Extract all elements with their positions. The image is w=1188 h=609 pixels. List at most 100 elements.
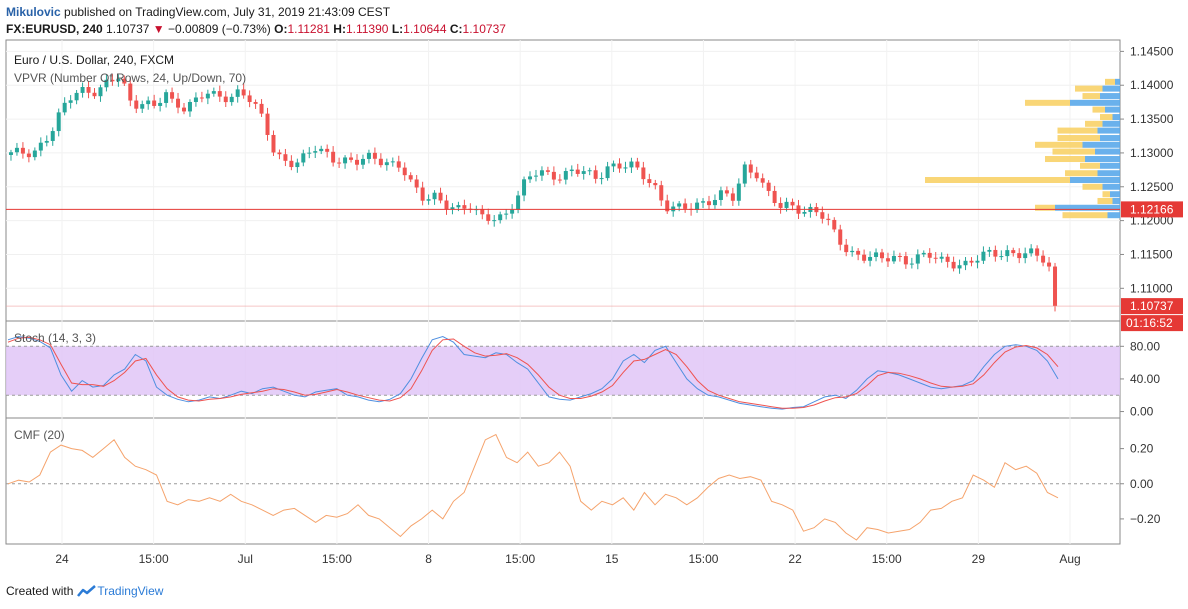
- candle-body: [695, 202, 700, 211]
- vpvr-down-bar: [1045, 156, 1085, 163]
- candle-body: [969, 260, 974, 263]
- candle-body: [211, 91, 216, 94]
- candle-body: [599, 178, 604, 180]
- candle-body: [778, 203, 783, 208]
- candle-body: [605, 166, 610, 179]
- publish-info: published on TradingView.com, July 31, 2…: [64, 5, 391, 19]
- candle-body: [629, 161, 634, 168]
- vpvr-down-bar: [1080, 162, 1100, 169]
- stoch-d-line: [7, 336, 1059, 409]
- candle-body: [557, 179, 562, 181]
- price-tick-label: 1.14500: [1130, 44, 1174, 58]
- candle-body: [683, 203, 688, 209]
- stoch-tick-label: 40.00: [1130, 372, 1160, 386]
- candle-body: [146, 100, 151, 105]
- candle-body: [50, 131, 55, 141]
- candle-body: [891, 255, 896, 262]
- time-tick-label: 15:00: [139, 552, 169, 566]
- candle-body: [880, 252, 885, 259]
- candle-body: [307, 152, 312, 154]
- candle-body: [539, 170, 544, 176]
- candle-body: [152, 100, 157, 106]
- candle-body: [378, 158, 383, 166]
- stoch-label: Stoch (14, 3, 3): [14, 331, 96, 345]
- candle-body: [945, 256, 950, 262]
- vpvr-up-bar: [1102, 120, 1120, 127]
- author-name[interactable]: Mikulovic: [6, 5, 61, 19]
- candle-body: [450, 207, 455, 210]
- tradingview-logo-icon: [77, 585, 97, 597]
- cmf-pane-frame: [5, 417, 1121, 545]
- candle-body: [104, 79, 109, 88]
- candle-body: [32, 150, 37, 158]
- cmf-label: CMF (20): [14, 428, 65, 442]
- candle-body: [1035, 248, 1040, 256]
- ohlc-line: FX:EURUSD, 240 1.10737 ▼ −0.00809 (−0.73…: [6, 22, 506, 36]
- candle-body: [372, 152, 377, 159]
- candle-body: [575, 169, 580, 174]
- time-axis[interactable]: 24 15:00 Jul 15:00 8 15:00 15 15:00 22 15:00 29 Aug: [55, 552, 1080, 566]
- candle-body: [742, 164, 747, 184]
- candle-body: [736, 183, 741, 201]
- candle-body: [712, 199, 717, 206]
- candle-body: [86, 87, 91, 93]
- countdown-tag: [1121, 315, 1183, 332]
- time-tick-label: 15:00: [505, 552, 535, 566]
- vpvr-up-bar: [1097, 170, 1120, 177]
- candle-body: [748, 164, 753, 173]
- price-axis[interactable]: 1.145001.140001.135001.130001.125001.120…: [1120, 44, 1174, 295]
- candle-body: [981, 251, 986, 261]
- vpvr-down-bar: [1052, 148, 1095, 155]
- vpvr-down-bar: [1062, 212, 1108, 219]
- cmf-axis: 0.20 0.00 −0.20: [1120, 442, 1161, 526]
- down-arrow-icon: ▼: [152, 22, 165, 36]
- vpvr-down-bar: [1075, 85, 1103, 92]
- candle-body: [701, 201, 706, 203]
- candle-body: [641, 167, 646, 180]
- candle-body: [414, 179, 419, 188]
- time-tick-label: 24: [55, 552, 69, 566]
- candle-body: [181, 107, 186, 112]
- candle-body: [653, 183, 658, 186]
- candle-body: [915, 254, 920, 264]
- candle-body: [116, 78, 121, 82]
- candle-body: [217, 91, 222, 97]
- vpvr-down-bar: [925, 177, 1070, 183]
- candle-body: [313, 151, 318, 153]
- hline-price-tag: [1121, 201, 1183, 218]
- candle-body: [659, 185, 664, 201]
- candle-body: [68, 100, 73, 103]
- candle-body: [533, 175, 538, 177]
- candle-body: [957, 265, 962, 269]
- vpvr-histogram: [925, 78, 1120, 219]
- vpvr-down-bar: [1082, 183, 1103, 190]
- candle-body: [20, 147, 25, 154]
- candle-body: [551, 171, 556, 180]
- candle-body: [569, 169, 574, 172]
- candle-body: [432, 192, 437, 200]
- price-tick-label: 1.13500: [1130, 112, 1174, 126]
- candle-body: [289, 160, 294, 168]
- candle-body: [319, 148, 324, 152]
- candle-body: [581, 171, 586, 174]
- candle-body: [8, 152, 13, 155]
- symbol-label: FX:EURUSD, 240: [6, 22, 103, 36]
- candle-body: [522, 179, 527, 196]
- candle-body: [587, 170, 592, 172]
- candle-body: [456, 205, 461, 208]
- candle-body: [563, 171, 568, 180]
- candle-body: [635, 161, 640, 168]
- price-tick-label: 1.12500: [1130, 180, 1174, 194]
- candle-body: [832, 219, 837, 230]
- candle-body: [271, 134, 276, 153]
- cmf-tick-label: −0.20: [1130, 512, 1161, 526]
- time-tick-label: 15:00: [322, 552, 352, 566]
- candle-body: [122, 78, 127, 84]
- high-value: 1.11390: [345, 22, 389, 36]
- candle-body: [223, 96, 228, 103]
- candle-body: [360, 158, 365, 165]
- time-tick-label: Aug: [1059, 552, 1080, 566]
- tradingview-logo[interactable]: TradingView: [77, 584, 163, 598]
- vpvr-down-bar: [1102, 191, 1110, 198]
